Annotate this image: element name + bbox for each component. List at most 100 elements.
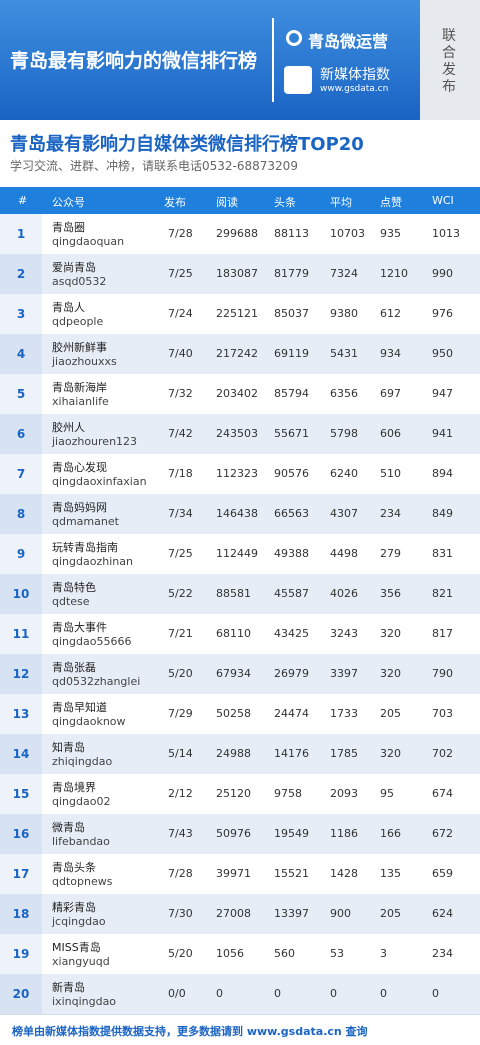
metric: 894 xyxy=(432,467,453,480)
account-id: qingdaozhinan xyxy=(52,555,133,568)
account-name: 青岛圈 xyxy=(52,221,85,234)
metric: 6356 xyxy=(330,387,358,400)
table-row: 4 胶州新鲜事 jiaozhouxxs 7/40 217242 69119 5431 934 9… xyxy=(0,334,480,375)
metric: 560 xyxy=(274,947,295,960)
metric: 6240 xyxy=(330,467,358,480)
metric: 135 xyxy=(380,867,401,880)
table-row: 11 青岛大事件 qingdao55666 7/21 68110 43425 3243 320… xyxy=(0,614,480,655)
table-row: 10 青岛特色 qdtese 5/22 88581 45587 4026 356 821 xyxy=(0,574,480,615)
partner-icon xyxy=(284,66,312,94)
metric: 24474 xyxy=(274,707,309,720)
side-panel: 联合发布 xyxy=(420,0,480,120)
metric: 0 xyxy=(380,987,387,1000)
rank: 17 xyxy=(0,854,42,894)
metric: 50976 xyxy=(216,827,251,840)
account-id: qingdaoquan xyxy=(52,235,125,248)
metric: 299688 xyxy=(216,227,258,240)
metric: 941 xyxy=(432,427,453,440)
metric: 7324 xyxy=(330,267,358,280)
table-row: 3 青岛人 qdpeople 7/24 225121 85037 9380 612 976 xyxy=(0,294,480,335)
metric: 1210 xyxy=(380,267,408,280)
metric: 24988 xyxy=(216,747,251,760)
metric: 674 xyxy=(432,787,453,800)
table-row: 13 青岛早知道 qingdaoknow 7/29 50258 24474 1733 205 7… xyxy=(0,694,480,735)
metric: 68110 xyxy=(216,627,251,640)
metric: 234 xyxy=(380,507,401,520)
brand-icon xyxy=(286,30,302,46)
metric: 0/0 xyxy=(168,987,186,1000)
metric: 13397 xyxy=(274,907,309,920)
account-name: 青岛头条 xyxy=(52,861,96,874)
metric: 934 xyxy=(380,347,401,360)
metric: 26979 xyxy=(274,667,309,680)
account-name: 胶州人 xyxy=(52,421,85,434)
metric: 7/29 xyxy=(168,707,193,720)
rank: 7 xyxy=(0,454,42,494)
metric: 4498 xyxy=(330,547,358,560)
rank: 11 xyxy=(0,614,42,654)
rank: 18 xyxy=(0,894,42,934)
metric: 7/25 xyxy=(168,547,193,560)
metric: 320 xyxy=(380,747,401,760)
metric: 5/14 xyxy=(168,747,193,760)
metric: 112323 xyxy=(216,467,258,480)
account-name: 知青岛 xyxy=(52,741,85,754)
table-row: 7 青岛心发现 qingdaoxinfaxian 7/18 112323 90576 624… xyxy=(0,454,480,495)
side-label: 联合发布 xyxy=(442,28,456,95)
table-row: 17 青岛头条 qdtopnews 7/28 39971 15521 1428 135 659 xyxy=(0,854,480,895)
metric: 831 xyxy=(432,547,453,560)
table-header: # 公众号 发布 阅读 头条 平均 点赞 WCI xyxy=(0,187,480,214)
metric: 0 xyxy=(274,987,281,1000)
account-name: MISS青岛 xyxy=(52,941,101,954)
table-body: 1 青岛圈 qingdaoquan 7/28 299688 88113 10703 935 10… xyxy=(0,214,480,1015)
header-banner: 青岛最有影响力的微信排行榜 青岛微运营 新媒体指数 www.gsdata.cn xyxy=(0,0,420,120)
metric: 976 xyxy=(432,307,453,320)
metric: 7/18 xyxy=(168,467,193,480)
metric: 50258 xyxy=(216,707,251,720)
column-header: 发布 xyxy=(164,196,186,209)
rank: 13 xyxy=(0,694,42,734)
table-row: 16 微青岛 lifebandao 7/43 50976 19549 1186 166 672 xyxy=(0,814,480,855)
partner-url: www.gsdata.cn xyxy=(320,84,389,94)
metric: 7/21 xyxy=(168,627,193,640)
account-name: 青岛境界 xyxy=(52,781,96,794)
account-name: 爱尚青岛 xyxy=(52,261,96,274)
metric: 0 xyxy=(432,987,439,1000)
metric: 5798 xyxy=(330,427,358,440)
divider xyxy=(272,18,274,102)
rank: 14 xyxy=(0,734,42,774)
metric: 112449 xyxy=(216,547,258,560)
table-row: 18 精彩青岛 jcqingdao 7/30 27008 13397 900 205 624 xyxy=(0,894,480,935)
rank: 6 xyxy=(0,414,42,454)
rank: 3 xyxy=(0,294,42,334)
rank: 8 xyxy=(0,494,42,534)
metric: 7/43 xyxy=(168,827,193,840)
metric: 659 xyxy=(432,867,453,880)
table-row: 20 新青岛 ixinqingdao 0/0 0 0 0 0 0 xyxy=(0,974,480,1015)
metric: 612 xyxy=(380,307,401,320)
account-name: 青岛张磊 xyxy=(52,661,96,674)
rank: 2 xyxy=(0,254,42,294)
account-name: 青岛特色 xyxy=(52,581,96,594)
account-name: 青岛大事件 xyxy=(52,621,107,634)
metric: 9758 xyxy=(274,787,302,800)
contact: 学习交流、进群、冲榜，请联系电话0532-68873209 xyxy=(10,159,298,173)
ranking-title: 青岛最有影响力自媒体类微信排行榜TOP20 xyxy=(10,134,364,155)
column-header: # xyxy=(18,194,28,207)
account-id: qdpeople xyxy=(52,315,104,328)
metric: 790 xyxy=(432,667,453,680)
metric: 4307 xyxy=(330,507,358,520)
account-name: 青岛早知道 xyxy=(52,701,107,714)
metric: 3243 xyxy=(330,627,358,640)
metric: 672 xyxy=(432,827,453,840)
column-header: 平均 xyxy=(330,196,352,209)
metric: 606 xyxy=(380,427,401,440)
metric: 7/28 xyxy=(168,867,193,880)
metric: 950 xyxy=(432,347,453,360)
metric: 3397 xyxy=(330,667,358,680)
rank: 19 xyxy=(0,934,42,974)
rank: 1 xyxy=(0,214,42,254)
metric: 67934 xyxy=(216,667,251,680)
table-row: 5 青岛新海岸 xihaianlife 7/32 203402 85794 6356 697 9… xyxy=(0,374,480,415)
metric: 85037 xyxy=(274,307,309,320)
